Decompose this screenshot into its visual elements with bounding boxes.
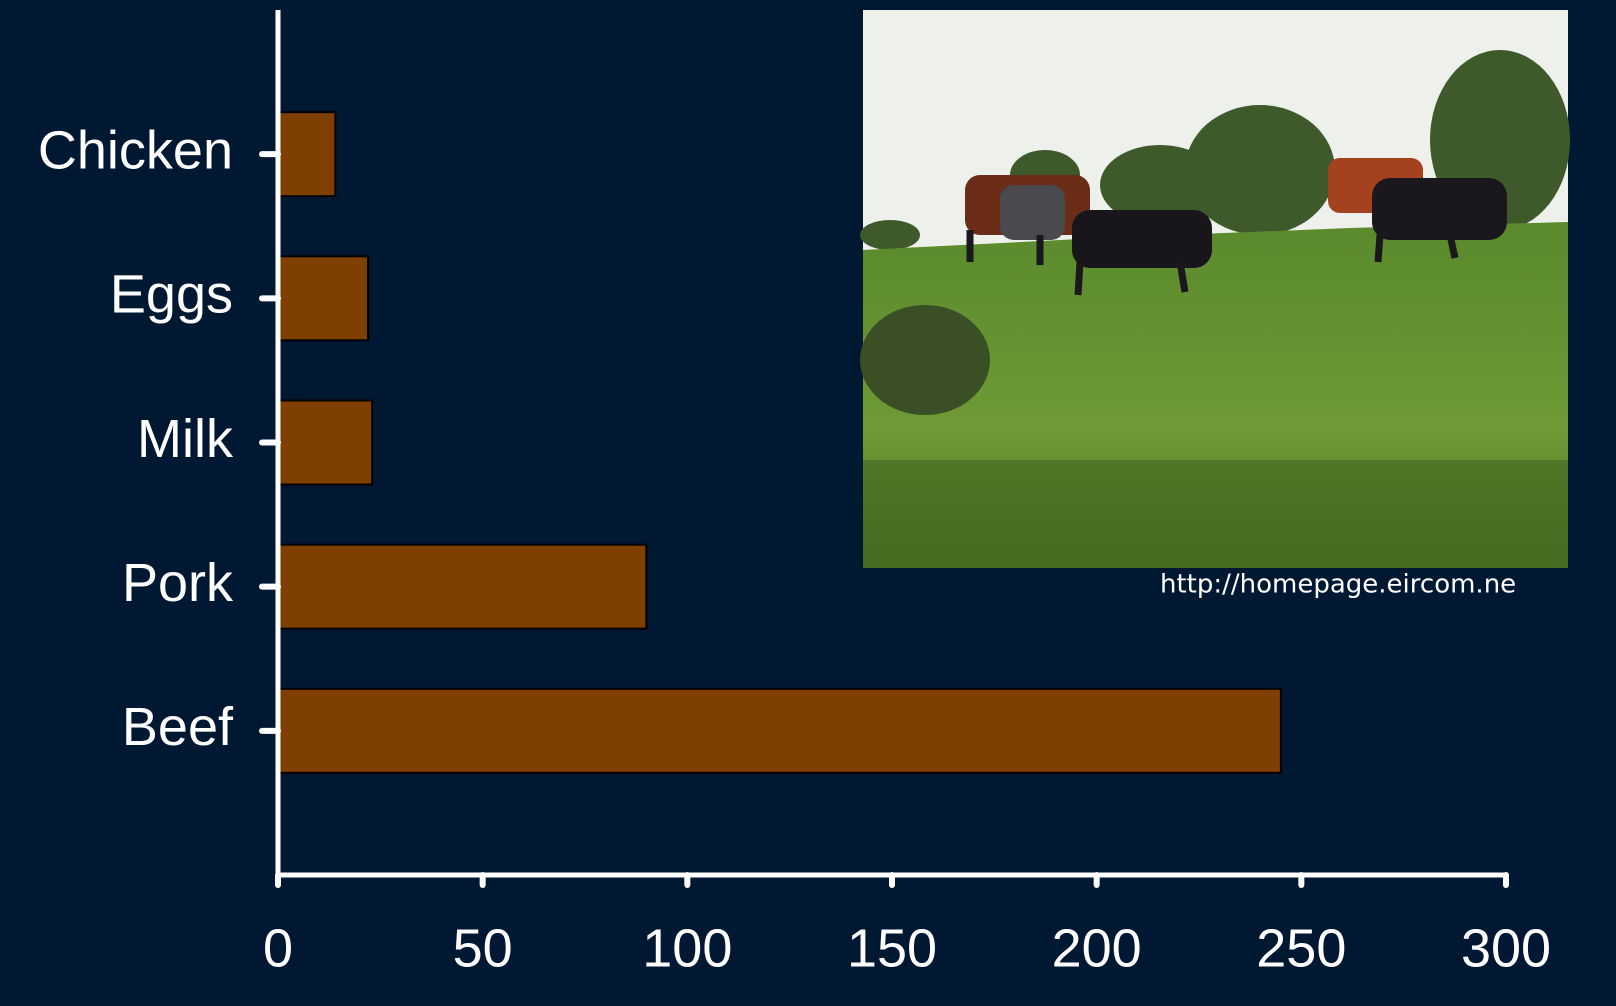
x-tick-label: 50 [453, 918, 513, 978]
plot-area: Chicken Eggs Milk Pork Beef 0 50 100 150 200 250 30… [38, 10, 1551, 978]
bar [277, 399, 374, 486]
photo [860, 10, 1570, 568]
x-tick-label: 250 [1256, 918, 1346, 978]
x-tick-label: 100 [642, 918, 732, 978]
annotation: http://homepage.eircom.ne [1160, 570, 1516, 600]
y-tick-label: Beef [122, 697, 234, 757]
x-tick-label: 0 [263, 918, 293, 978]
x-tick-label: 150 [847, 918, 937, 978]
bar [277, 687, 1282, 774]
bush [860, 305, 990, 415]
y-tick-label: Pork [122, 553, 234, 613]
bar [277, 543, 648, 630]
cows [965, 158, 1507, 296]
shadow [863, 460, 1568, 568]
x-tick-label: 200 [1052, 918, 1142, 978]
bar [277, 111, 337, 198]
y-tick-label: Milk [137, 409, 234, 469]
y-tick-label: Chicken [38, 120, 233, 180]
bar [277, 255, 370, 342]
x-tick-label: 300 [1461, 918, 1551, 978]
y-tick-label: Eggs [110, 265, 233, 325]
